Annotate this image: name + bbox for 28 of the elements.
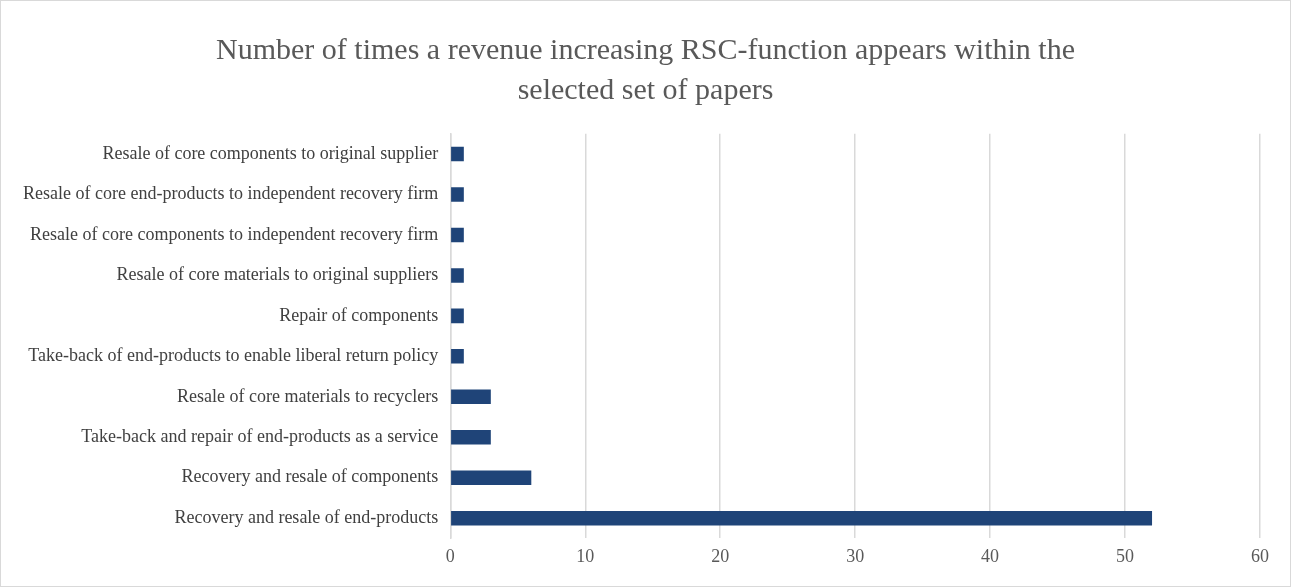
bar	[451, 349, 464, 364]
chart-title: Number of times a revenue increasing RSC-function appears within the selected set of papers	[215, 31, 1076, 107]
x-tick-label: 0	[445, 545, 455, 566]
y-tick-label: Take-back of end-products to enable liberal return policy	[28, 345, 439, 366]
y-tick-label: Resale of core components to original supplier	[102, 142, 439, 163]
bar	[451, 227, 464, 243]
x-tick-label: 10	[576, 545, 595, 566]
y-tick-label: Recovery and resale of components	[181, 466, 439, 487]
x-tick-label: 20	[711, 545, 730, 566]
bar	[451, 308, 464, 324]
bar	[451, 510, 1153, 526]
bar	[451, 470, 532, 485]
y-tick-label: Resale of core materials to original suppliers	[116, 264, 439, 285]
bar	[451, 146, 464, 162]
x-tick-label: 60	[1251, 545, 1269, 566]
x-tick-label: 40	[981, 545, 1000, 566]
bar	[451, 268, 464, 283]
y-tick-label: Recovery and resale of end-products	[174, 506, 439, 527]
x-tick-label: 50	[1116, 545, 1135, 566]
y-tick-label: Resale of core end-products to independent recovery firm	[22, 183, 439, 204]
y-tick-label: Repair of components	[279, 304, 439, 325]
bar	[451, 389, 491, 405]
y-tick-label: Take-back and repair of end-products as a service	[81, 425, 439, 446]
y-tick-label: Resale of core components to independent recovery firm	[29, 223, 439, 244]
x-tick-label: 30	[846, 545, 865, 566]
bar	[451, 187, 464, 202]
y-tick-label: Resale of core materials to recyclers	[176, 385, 439, 406]
bar	[451, 429, 491, 445]
